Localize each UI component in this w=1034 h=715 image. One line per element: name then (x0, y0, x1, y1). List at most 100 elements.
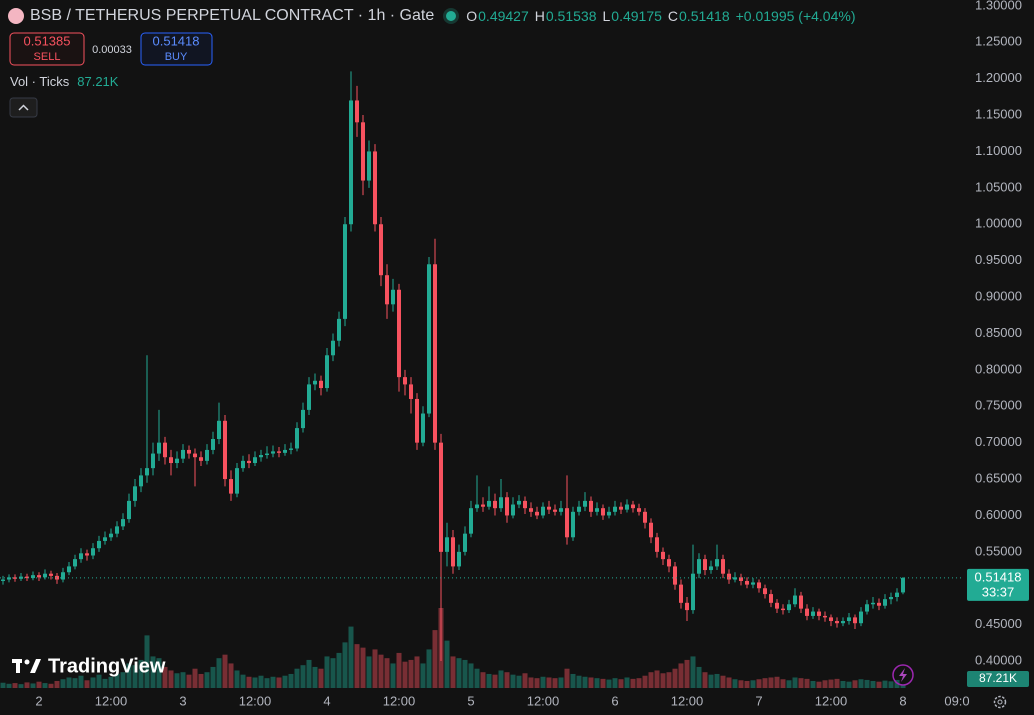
volume-bar (570, 673, 576, 688)
close-label: C (667, 8, 679, 24)
volume-bar (690, 656, 696, 688)
volume-bar (384, 658, 390, 688)
x-tick-label: 7 (755, 693, 762, 708)
volume-bar (276, 677, 282, 688)
candle-body (601, 508, 605, 516)
candle-body (49, 573, 53, 576)
candle-body (349, 100, 353, 225)
spread: 0.00033 (92, 44, 132, 56)
candle-body (295, 428, 299, 449)
candle-body (115, 526, 119, 534)
volume-bar (288, 673, 294, 688)
candle-body (535, 511, 539, 516)
candle-body (121, 519, 125, 527)
volume-bar (324, 656, 330, 688)
candle-body (37, 575, 41, 578)
volume-bar (504, 672, 510, 688)
x-tick-label: 8 (899, 693, 906, 708)
candle-body (865, 604, 869, 612)
candle-body (571, 511, 575, 538)
volume-bar (894, 679, 900, 688)
y-tick-label: 0.90000 (975, 288, 1022, 303)
candle-body (415, 398, 419, 443)
candle-body (673, 566, 677, 585)
volume-bar (150, 656, 156, 688)
close-value: 0.51418 (679, 8, 730, 24)
x-tick-label: 12:00 (383, 693, 416, 708)
candle-body (67, 566, 71, 573)
candle-body (613, 506, 617, 512)
candle-body (157, 442, 161, 454)
candle-body (451, 537, 455, 567)
volume-bar (606, 679, 612, 688)
x-tick-label: 4 (323, 693, 330, 708)
volume-bar (870, 680, 876, 688)
volume-bar (618, 679, 624, 688)
candle-body (847, 617, 851, 622)
candle-body (733, 577, 737, 580)
volume-bar (846, 681, 852, 688)
candle-body (31, 575, 35, 579)
candle-body (631, 504, 635, 509)
volume-bar (168, 670, 174, 688)
x-tick-label: 12:00 (239, 693, 272, 708)
candle-body (199, 457, 203, 461)
x-tick-label: 12:00 (95, 693, 128, 708)
y-tick-label: 1.10000 (975, 143, 1022, 158)
volume-bar (54, 680, 60, 688)
volume-bar (852, 680, 858, 688)
volume-bar (738, 680, 744, 688)
chevron-icon (18, 104, 29, 111)
candle-body (181, 449, 185, 459)
candle-body (787, 604, 791, 611)
candle-body (895, 592, 899, 597)
candle-body (139, 475, 143, 487)
candle-body (85, 553, 89, 556)
sell-button[interactable] (9, 32, 85, 66)
candle-body (133, 486, 137, 501)
candle-body (511, 504, 515, 516)
candle-body (241, 460, 245, 469)
candle-body (805, 608, 809, 616)
candle-body (283, 449, 287, 453)
candle-body (457, 551, 461, 567)
alert-icon[interactable] (892, 664, 914, 686)
candle-body (811, 611, 815, 616)
candle-body (193, 453, 197, 458)
candle-body (709, 566, 713, 571)
volume-bar (702, 672, 708, 688)
volume-bar (804, 678, 810, 688)
candle-body (829, 617, 833, 622)
y-tick-label: 0.95000 (975, 252, 1022, 267)
volume-bar (210, 666, 216, 688)
candle-body (307, 384, 311, 410)
candle-body (367, 151, 371, 181)
candle-body (337, 318, 341, 341)
candle-body (397, 289, 401, 378)
x-tick-label: 12:00 (815, 693, 848, 708)
volume-bar (600, 678, 606, 688)
buy-button[interactable] (140, 32, 213, 66)
settings-icon-center (997, 699, 1003, 705)
volume-bar (720, 675, 726, 688)
candle-body (607, 511, 611, 516)
sell-label: SELL (34, 51, 61, 63)
volume-bar (678, 663, 684, 688)
chart-title: BSB / TETHERUS PERPETUAL CONTRACT · 1h ·… (30, 7, 435, 24)
candle-body (799, 595, 803, 609)
collapse-button[interactable] (9, 97, 38, 118)
volume-pane (0, 608, 906, 688)
x-tick-label: 09:0 (944, 693, 969, 708)
volume-bar (672, 668, 678, 688)
candle-body (163, 442, 167, 458)
y-tick-label: 1.25000 (975, 34, 1022, 49)
candle-body (223, 420, 227, 480)
candle-body (427, 264, 431, 414)
volume-bar (0, 682, 6, 688)
buy-label: BUY (165, 51, 188, 63)
candle-body (835, 621, 839, 624)
volume-bar (186, 674, 192, 688)
settings-icon[interactable] (993, 695, 1007, 709)
y-tick-label: 0.60000 (975, 507, 1022, 522)
